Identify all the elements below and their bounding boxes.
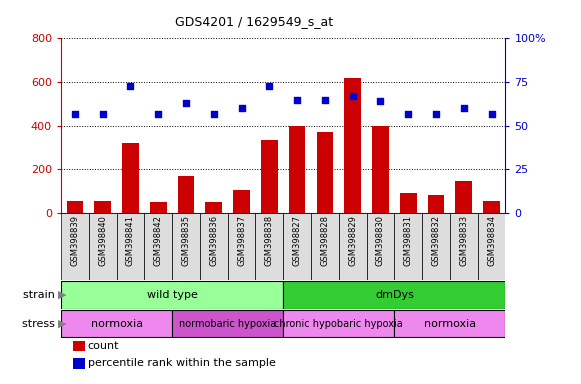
Point xyxy=(126,83,135,89)
Text: percentile rank within the sample: percentile rank within the sample xyxy=(88,358,275,368)
Bar xyxy=(172,310,283,337)
Text: strain: strain xyxy=(23,290,58,300)
Text: normobaric hypoxia: normobaric hypoxia xyxy=(179,318,277,329)
Text: GSM398841: GSM398841 xyxy=(126,215,135,266)
Bar xyxy=(122,143,139,213)
Bar xyxy=(483,201,500,213)
Bar xyxy=(178,176,194,213)
Point xyxy=(209,111,218,117)
Bar xyxy=(206,202,222,213)
Text: ▶: ▶ xyxy=(58,290,67,300)
Bar xyxy=(428,195,444,213)
Text: GSM398831: GSM398831 xyxy=(404,215,413,266)
Text: GSM398827: GSM398827 xyxy=(293,215,302,266)
Bar xyxy=(394,213,422,280)
Text: normoxia: normoxia xyxy=(424,318,476,329)
Point xyxy=(181,100,191,106)
Text: normoxia: normoxia xyxy=(91,318,142,329)
Text: dmDys: dmDys xyxy=(375,290,414,300)
Point xyxy=(431,111,440,117)
Text: ▶: ▶ xyxy=(58,318,67,329)
Bar xyxy=(400,194,417,213)
Bar xyxy=(345,78,361,213)
Bar xyxy=(311,213,339,280)
Bar xyxy=(150,202,167,213)
Text: GSM398839: GSM398839 xyxy=(70,215,80,266)
Point xyxy=(237,105,246,111)
Text: GSM398829: GSM398829 xyxy=(348,215,357,266)
Bar xyxy=(117,213,144,280)
Text: GSM398834: GSM398834 xyxy=(487,215,496,266)
Bar xyxy=(261,140,278,213)
Bar xyxy=(339,213,367,280)
Point xyxy=(70,111,80,117)
Bar xyxy=(372,126,389,213)
Bar xyxy=(367,213,394,280)
Bar xyxy=(283,281,505,309)
Text: GSM398828: GSM398828 xyxy=(320,215,329,266)
Bar xyxy=(256,213,284,280)
Bar xyxy=(283,310,394,337)
Point xyxy=(292,96,302,103)
Bar xyxy=(61,281,284,309)
Bar xyxy=(317,132,333,213)
Point xyxy=(320,96,329,103)
Point xyxy=(376,98,385,104)
Bar xyxy=(456,182,472,213)
Bar xyxy=(478,213,505,280)
Bar xyxy=(144,213,172,280)
Point xyxy=(98,111,107,117)
Text: GSM398842: GSM398842 xyxy=(154,215,163,266)
Text: GSM398836: GSM398836 xyxy=(209,215,218,266)
Text: GSM398840: GSM398840 xyxy=(98,215,107,266)
Bar xyxy=(172,213,200,280)
Text: GSM398830: GSM398830 xyxy=(376,215,385,266)
Text: GSM398832: GSM398832 xyxy=(432,215,440,266)
Text: GDS4201 / 1629549_s_at: GDS4201 / 1629549_s_at xyxy=(175,15,333,28)
Bar xyxy=(450,213,478,280)
Text: GSM398835: GSM398835 xyxy=(181,215,191,266)
Text: wild type: wild type xyxy=(146,290,198,300)
Text: chronic hypobaric hypoxia: chronic hypobaric hypoxia xyxy=(274,318,403,329)
Point xyxy=(265,83,274,89)
Point xyxy=(348,93,357,99)
Bar xyxy=(67,201,83,213)
Text: GSM398833: GSM398833 xyxy=(460,215,468,266)
Bar xyxy=(61,213,89,280)
Bar xyxy=(89,213,117,280)
Text: count: count xyxy=(88,341,119,351)
Point xyxy=(404,111,413,117)
Text: stress: stress xyxy=(21,318,58,329)
Bar xyxy=(61,310,172,337)
Text: GSM398837: GSM398837 xyxy=(237,215,246,266)
Bar xyxy=(283,213,311,280)
Bar xyxy=(94,201,111,213)
Point xyxy=(459,105,468,111)
Point xyxy=(487,111,496,117)
Bar xyxy=(228,213,256,280)
Point xyxy=(153,111,163,117)
Bar xyxy=(200,213,228,280)
Bar xyxy=(394,310,505,337)
Text: GSM398838: GSM398838 xyxy=(265,215,274,266)
Bar xyxy=(289,126,306,213)
Bar xyxy=(233,190,250,213)
Bar xyxy=(422,213,450,280)
